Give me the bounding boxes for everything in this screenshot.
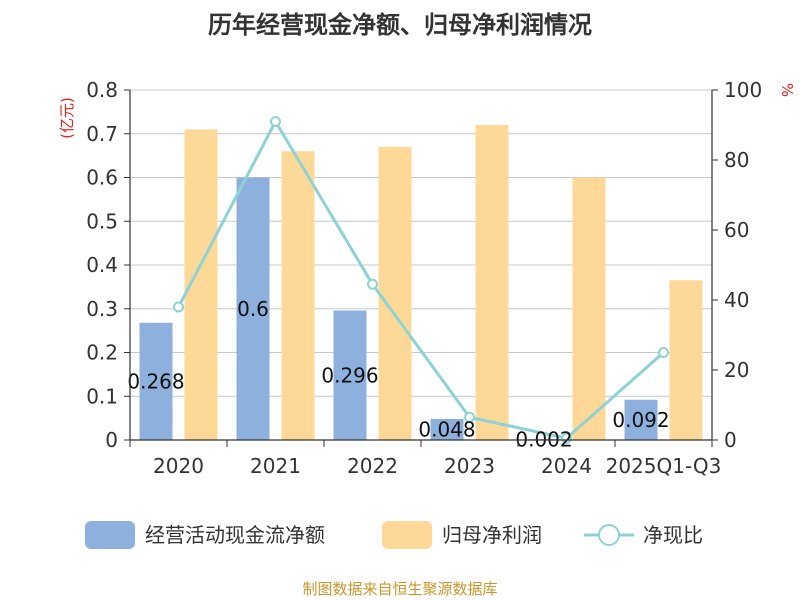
ratio-point	[367, 278, 378, 290]
left-tick-label: 0.5	[86, 209, 118, 233]
ratio-point	[270, 116, 281, 127]
right-tick-label: 80	[724, 148, 749, 172]
x-tick-label: 2025Q1-Q3	[606, 454, 722, 478]
chart-title: 历年经营现金净额、归母净利润情况	[208, 11, 592, 39]
left-tick-label: 0.4	[86, 253, 118, 277]
legend-profit-label: 归母净利润	[442, 523, 542, 547]
left-tick-label: 0.6	[86, 166, 118, 190]
legend-cash-swatch	[85, 521, 135, 549]
cash-bar	[333, 310, 367, 440]
ratio-line-path	[177, 118, 665, 440]
gridlines	[130, 89, 712, 441]
cash-data-label: 0.296	[321, 363, 378, 387]
cash-data-label: 0.092	[612, 408, 669, 432]
right-tick-label: 0	[724, 428, 737, 452]
profit-bar	[378, 146, 412, 440]
x-tick-label: 2024	[541, 454, 592, 478]
profit-bar	[572, 177, 606, 440]
cash-bar	[236, 177, 270, 440]
right-tick-label: 100	[724, 78, 762, 102]
legend: 经营活动现金流净额 归母净利润 净现比	[85, 521, 703, 549]
x-tick-label: 2022	[347, 454, 398, 478]
right-axis-unit: %	[778, 83, 796, 97]
legend-ratio-marker	[598, 524, 620, 546]
profit-bar	[281, 151, 315, 440]
profit-bar	[669, 280, 703, 440]
left-axis-unit: (亿元)	[58, 97, 76, 139]
x-tick-label: 2023	[444, 454, 495, 478]
ratio-point	[464, 411, 475, 423]
profit-bar	[475, 125, 509, 440]
legend-ratio-label: 净现比	[643, 523, 703, 547]
axes: 0 0.1 0.2 0.3 0.4 0.5 0.6 0.7 0.8 0 20 40 60 80 100 (亿元…	[58, 78, 796, 478]
right-tick-label: 20	[724, 358, 749, 382]
cash-data-label: 0.268	[127, 369, 184, 393]
legend-profit-swatch	[382, 521, 432, 549]
ratio-point	[658, 347, 669, 358]
left-tick-label: 0.3	[86, 297, 118, 321]
ratio-point	[173, 301, 184, 313]
left-tick-label: 0	[105, 428, 118, 452]
cash-bar	[139, 322, 173, 440]
legend-cash-label: 经营活动现金流净额	[145, 523, 325, 547]
x-tick-label: 2021	[250, 454, 301, 478]
x-tick-label: 2020	[153, 454, 204, 478]
cash-data-label: 0.6	[237, 297, 269, 321]
left-tick-label: 0.2	[86, 341, 118, 365]
left-tick-label: 0.1	[86, 384, 118, 408]
right-tick-label: 60	[724, 218, 749, 242]
right-tick-label: 40	[724, 288, 749, 312]
left-tick-label: 0.7	[86, 122, 118, 146]
cash-data-label: 0.048	[418, 418, 475, 442]
cash-bar	[624, 399, 658, 440]
left-tick-label: 0.8	[86, 78, 118, 102]
ratio-line	[173, 116, 669, 444]
source-note: 制图数据来自恒生聚源数据库	[302, 580, 497, 598]
cash-bar	[430, 419, 464, 440]
